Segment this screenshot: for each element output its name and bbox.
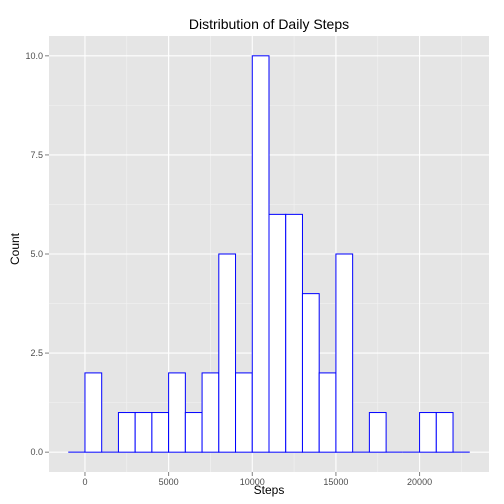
x-tick-label: 20000 [407, 477, 432, 487]
y-axis: 0.0 2.5 5.0 7.5 10.0 [25, 51, 49, 457]
histogram-bar [235, 372, 253, 453]
x-tick-label: 15000 [323, 477, 348, 487]
histogram-bar [335, 253, 354, 453]
histogram-bar [184, 412, 203, 453]
histogram-bar [218, 253, 237, 453]
y-tick-label: 5.0 [30, 249, 43, 259]
histogram-bar [134, 412, 153, 453]
chart-title: Distribution of Daily Steps [189, 16, 349, 32]
histogram-bar [268, 213, 287, 453]
histogram-bar [435, 412, 454, 453]
histogram-bar [84, 372, 103, 453]
histogram-bar [285, 213, 303, 453]
histogram-bar [419, 412, 437, 453]
y-tick-label: 0.0 [30, 447, 43, 457]
histogram-bar [251, 55, 270, 453]
histogram-bar [151, 412, 170, 453]
x-axis: 0 5000 10000 15000 20000 [82, 472, 432, 487]
histogram-bar [201, 372, 220, 453]
y-tick-label: 10.0 [25, 51, 43, 61]
x-tick-label: 10000 [240, 477, 265, 487]
histogram-bar [168, 372, 186, 453]
histogram-bar [117, 412, 136, 453]
y-tick-label: 2.5 [30, 348, 43, 358]
histogram-bar [368, 412, 387, 453]
x-axis-title: Steps [254, 483, 285, 497]
x-tick-label: 5000 [159, 477, 179, 487]
histogram-bars [68, 55, 470, 453]
histogram-bar [318, 372, 337, 453]
y-tick-label: 7.5 [30, 150, 43, 160]
x-tick-label: 0 [82, 477, 87, 487]
histogram-bar [301, 293, 320, 453]
y-axis-title: Count [8, 232, 22, 265]
